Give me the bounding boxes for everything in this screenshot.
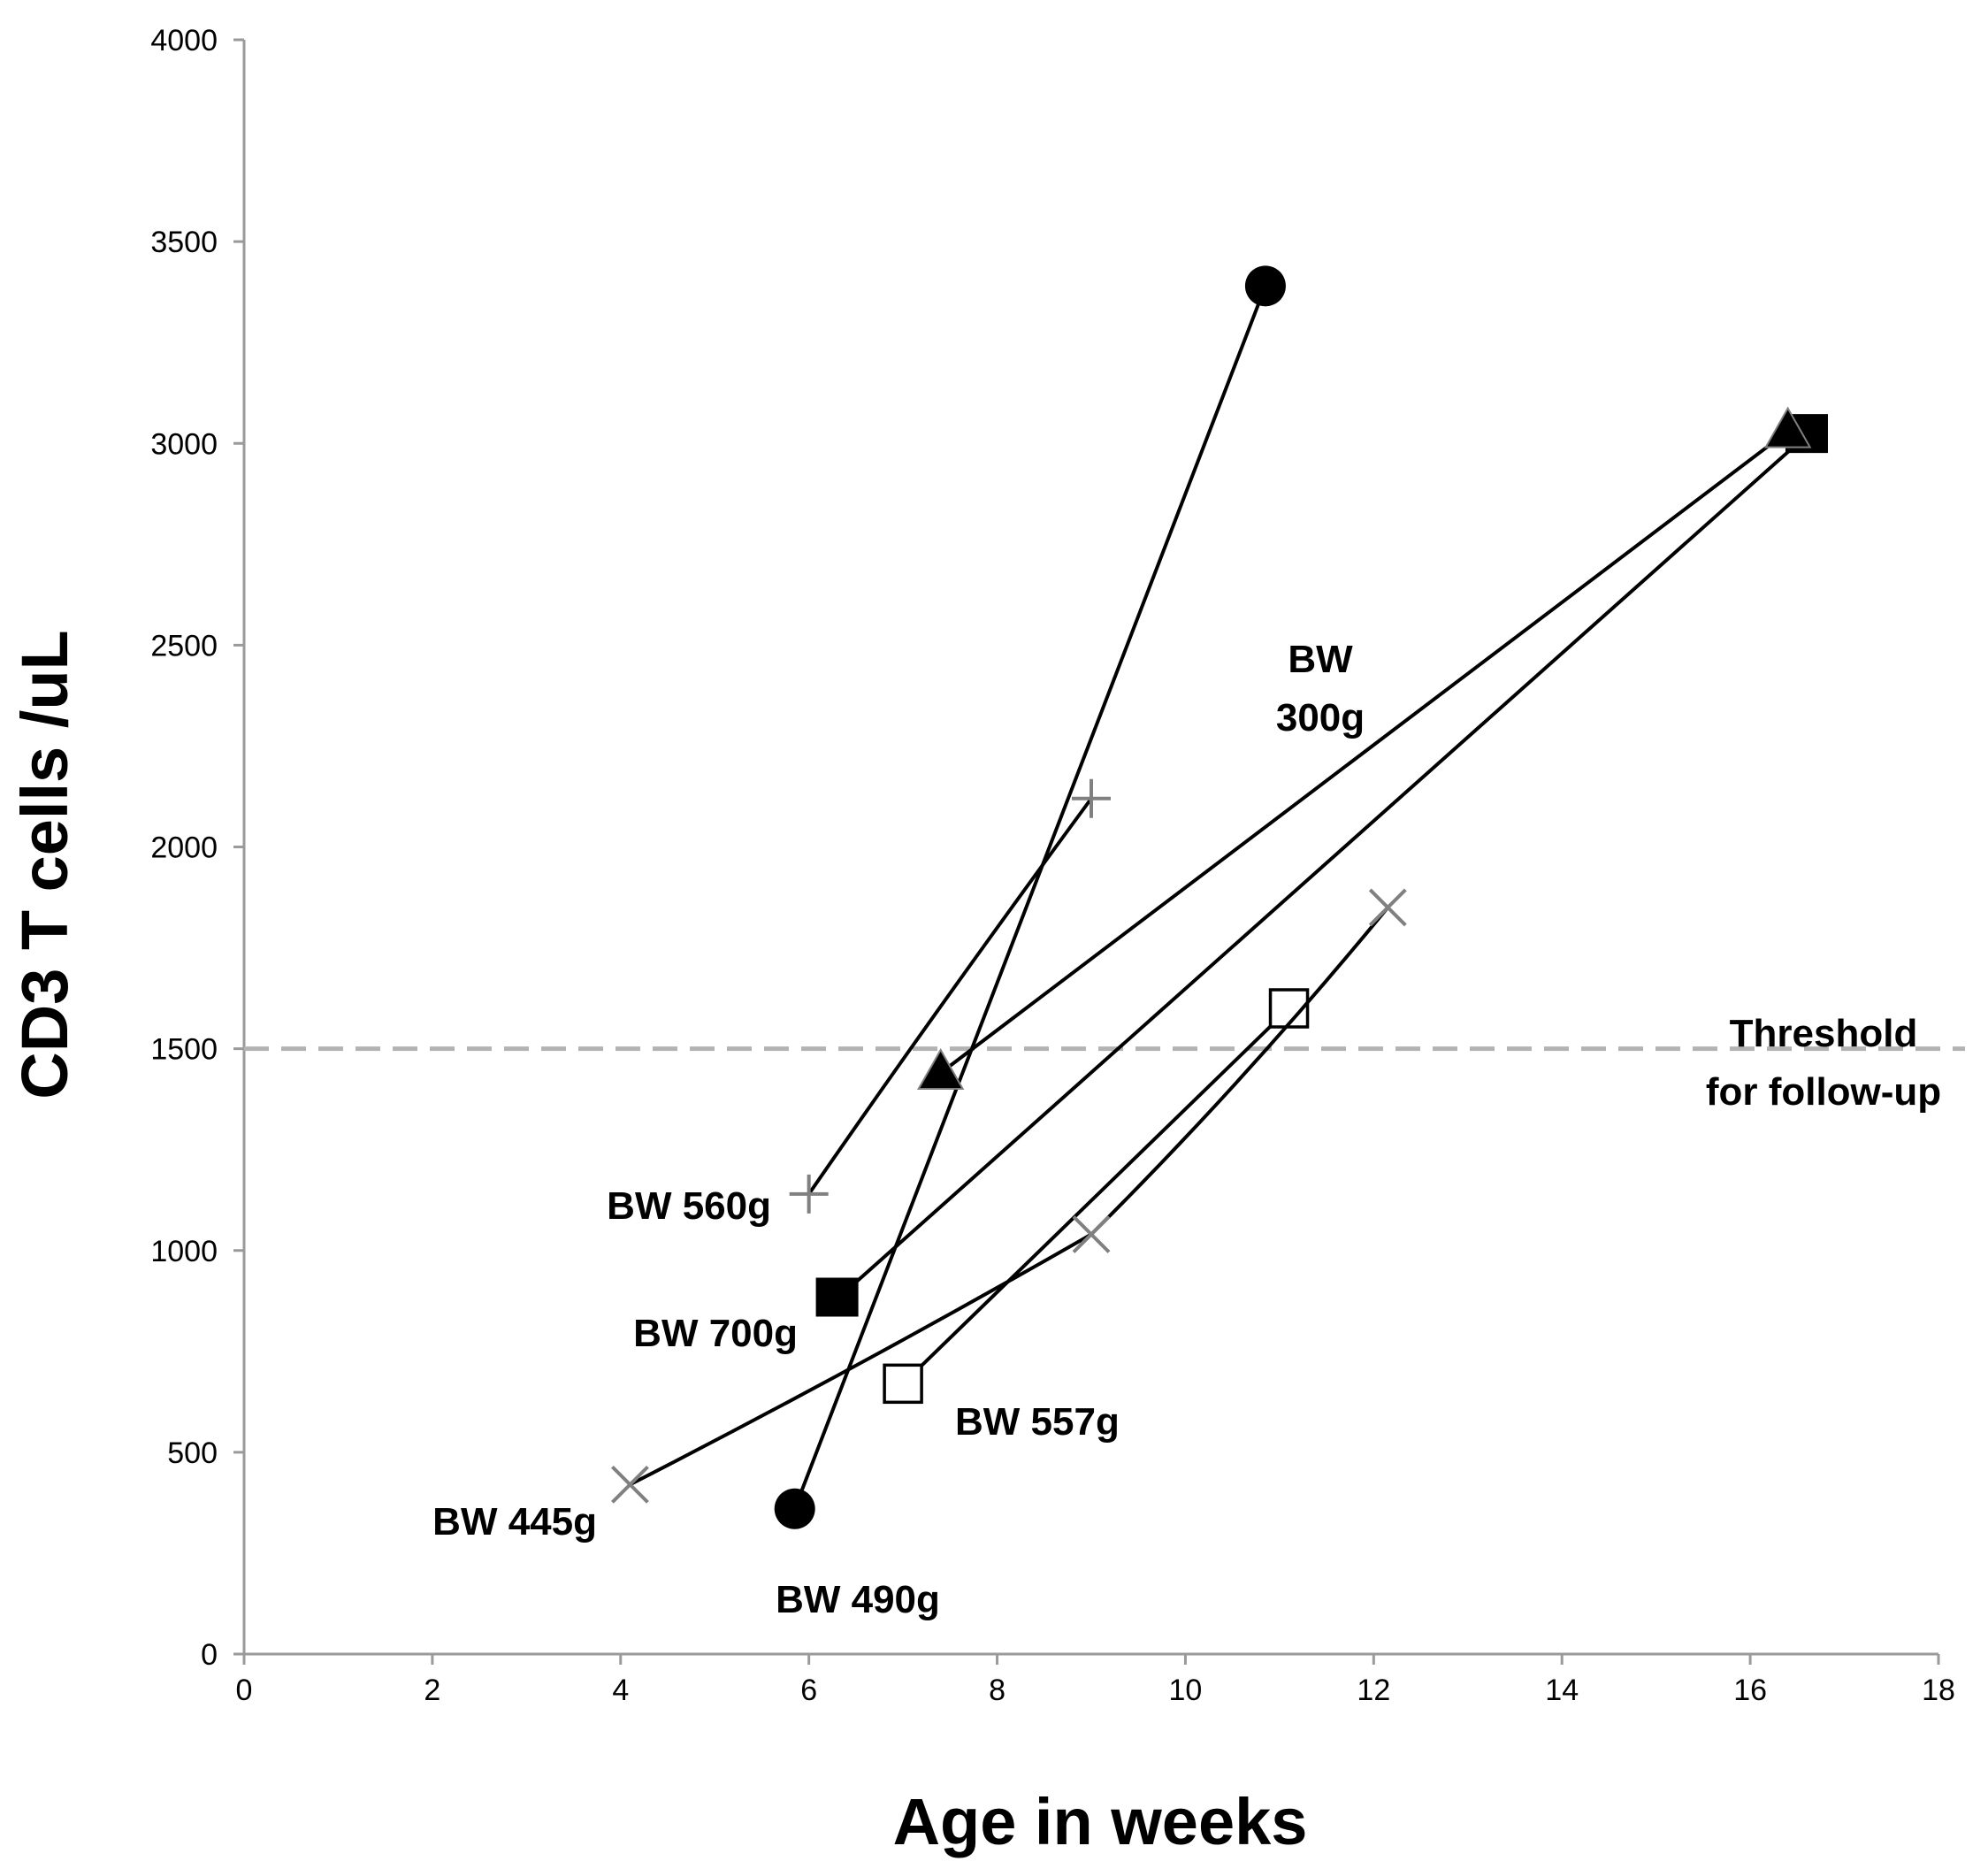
series-bw-490g [774,265,1286,1529]
series-bw-700g [815,414,1828,1317]
annotation-label: BW 560g [607,1184,771,1228]
series-line [901,1007,1290,1385]
series-line [807,797,1093,1196]
y-axis-title: CD3 T cells /uL [8,630,81,1099]
x-tick-label: 14 [1545,1674,1579,1707]
annotation-line: BW 490g [776,1578,940,1621]
point-marker [1368,888,1407,927]
y-tick-label: 2500 [150,629,218,663]
y-tick-label: 1000 [150,1235,218,1268]
axes: 0 2 4 6 8 10 12 14 16 18 0 500 1000 1500 2000 2500 3000 3… [8,24,1955,1858]
y-tick-label: 3500 [150,226,218,259]
threshold-label-line: Threshold [1730,1012,1918,1055]
series-bw-560g [789,778,1111,1214]
point-marker [1244,265,1286,307]
x-tick-label: 8 [989,1674,1005,1707]
x-tick-label: 4 [612,1674,629,1707]
x-tick-label: 12 [1357,1674,1390,1707]
x-tick-label: 6 [800,1674,817,1707]
y-tick-label: 500 [167,1436,218,1470]
point-marker [815,1277,859,1317]
point-marker [1072,778,1111,818]
annotation-label: BW 700g [633,1312,798,1355]
series-layer [611,265,1828,1529]
annotation-line: BW [1288,638,1353,681]
annotations-layer: BW 300g BW 560g BW 700g BW 557g BW 445g BW 490… [432,638,1365,1621]
threshold-line: Threshold for follow-up [244,1012,1965,1114]
x-axis-title: Age in weeks [893,1785,1308,1858]
y-tick-label: 1500 [150,1033,218,1067]
point-marker [774,1488,815,1529]
point-marker [916,1047,965,1090]
y-tick-label: 0 [201,1638,218,1672]
annotation-line: BW 557g [955,1400,1120,1444]
threshold-label: Threshold for follow-up [1706,1012,1941,1114]
annotation-line: 300g [1276,696,1365,739]
x-tick-label: 0 [236,1674,253,1707]
point-marker [611,1465,649,1504]
annotation-line: BW 700g [633,1312,798,1355]
x-tick-label: 10 [1169,1674,1203,1707]
annotation-line: BW 560g [607,1184,771,1228]
series-bw-557g [883,988,1310,1405]
x-tick-label: 16 [1733,1674,1767,1707]
annotation-label: BW 445g [432,1500,597,1543]
y-tick-label: 3000 [150,427,218,461]
annotation-label: BW 557g [955,1400,1120,1444]
series-bw-445g [611,888,1407,1504]
point-marker [1072,1215,1111,1253]
annotation-label: BW 490g [776,1578,940,1621]
y-tick-label: 4000 [150,24,218,57]
threshold-label-line: for follow-up [1706,1070,1941,1114]
x-tick-label: 2 [424,1674,440,1707]
series-bw-300g [916,406,1812,1090]
point-marker [789,1174,829,1214]
point-marker [1763,406,1812,448]
y-tick-label: 2000 [150,831,218,865]
series-line [836,433,1808,1300]
annotation-line: BW 445g [432,1500,597,1543]
annotation-label: BW 300g [1276,638,1365,739]
x-tick-label: 18 [1922,1674,1955,1707]
point-marker [883,1363,923,1405]
series-line [939,429,1789,1075]
series-line [792,285,1267,1510]
